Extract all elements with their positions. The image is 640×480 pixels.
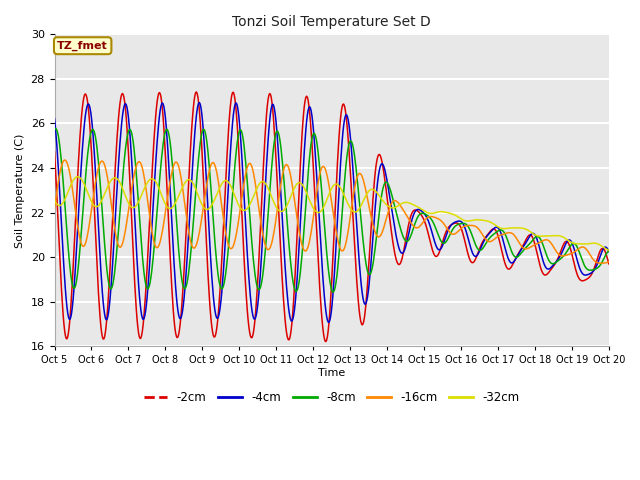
- Legend: -2cm, -4cm, -8cm, -16cm, -32cm: -2cm, -4cm, -8cm, -16cm, -32cm: [139, 387, 524, 409]
- Y-axis label: Soil Temperature (C): Soil Temperature (C): [15, 133, 25, 248]
- Title: Tonzi Soil Temperature Set D: Tonzi Soil Temperature Set D: [232, 15, 431, 29]
- X-axis label: Time: Time: [318, 368, 346, 378]
- Text: TZ_fmet: TZ_fmet: [58, 41, 108, 51]
